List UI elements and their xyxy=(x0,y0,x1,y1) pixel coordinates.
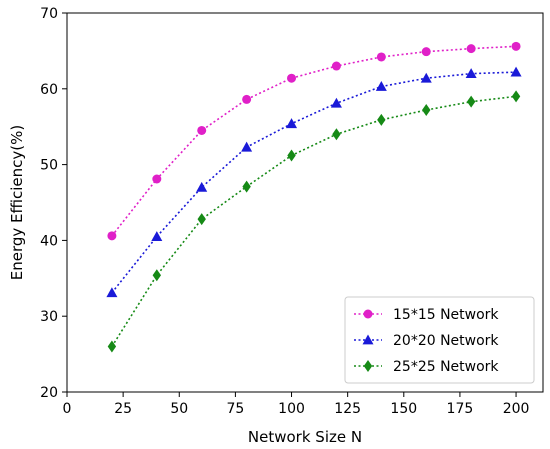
legend-label: 15*15 Network xyxy=(393,307,499,323)
series-layer xyxy=(106,41,522,353)
series-3 xyxy=(107,90,521,353)
series-2 xyxy=(106,66,522,298)
data-point xyxy=(196,181,208,192)
data-point xyxy=(287,73,297,83)
x-tick-label: 50 xyxy=(170,401,188,417)
legend-marker xyxy=(363,360,373,372)
data-point xyxy=(106,287,118,298)
data-point xyxy=(510,66,522,77)
legend-box xyxy=(344,296,535,384)
x-tick-label: 175 xyxy=(447,401,474,417)
x-tick-label: 75 xyxy=(226,401,244,417)
x-axis-label: Network Size N xyxy=(248,428,362,446)
y-tick-label: 60 xyxy=(40,82,58,98)
data-point xyxy=(152,269,162,282)
legend-entry: 20*20 Network xyxy=(354,333,499,349)
data-point xyxy=(286,118,298,129)
y-axis: 20 30 40 50 60 70 xyxy=(40,6,67,401)
legend: 15*15 Network 20*20 Network 25*25 Network xyxy=(344,296,535,384)
legend-label: 20*20 Network xyxy=(393,333,499,349)
data-point xyxy=(241,141,253,152)
legend-marker xyxy=(362,334,374,345)
x-tick-label: 200 xyxy=(503,401,530,417)
x-tick-label: 100 xyxy=(278,401,305,417)
data-point xyxy=(422,104,431,117)
data-point xyxy=(242,180,251,193)
data-point xyxy=(466,44,476,54)
x-tick-label: 0 xyxy=(63,401,72,417)
data-point xyxy=(376,52,386,62)
y-tick-label: 70 xyxy=(40,6,58,22)
y-tick-label: 30 xyxy=(40,309,58,325)
y-tick-label: 20 xyxy=(40,385,58,401)
legend-entry: 15*15 Network xyxy=(354,307,499,323)
data-point xyxy=(511,41,521,51)
x-tick-label: 125 xyxy=(334,401,361,417)
data-point xyxy=(420,72,432,83)
data-point xyxy=(375,81,387,91)
y-tick-label: 50 xyxy=(40,158,58,174)
data-point xyxy=(197,125,207,135)
plot-frame xyxy=(66,12,544,393)
series-line xyxy=(111,45,517,237)
y-tick-label: 40 xyxy=(40,233,58,249)
data-point xyxy=(331,61,341,71)
data-point xyxy=(466,95,476,108)
x-tick-label: 25 xyxy=(114,401,132,417)
data-point xyxy=(151,231,163,242)
data-point xyxy=(287,149,296,162)
data-point xyxy=(330,97,342,108)
data-point xyxy=(465,68,477,79)
data-point xyxy=(421,47,431,57)
legend-entry: 25*25 Network xyxy=(354,359,499,375)
x-axis: 0 25 50 75 100 125 150 175 200 xyxy=(63,392,530,417)
data-point xyxy=(332,128,341,141)
legend-label: 25*25 Network xyxy=(393,359,499,375)
data-point xyxy=(197,213,206,226)
y-axis-label: Energy Efficiency(%) xyxy=(8,125,26,281)
data-point xyxy=(377,113,386,126)
legend-marker xyxy=(363,309,373,319)
series-1 xyxy=(107,41,521,241)
data-point xyxy=(107,231,117,241)
data-point xyxy=(107,340,117,353)
x-tick-label: 150 xyxy=(390,401,417,417)
series-line xyxy=(111,71,517,294)
data-point xyxy=(152,174,162,184)
data-point xyxy=(242,94,252,104)
data-point xyxy=(511,90,521,103)
